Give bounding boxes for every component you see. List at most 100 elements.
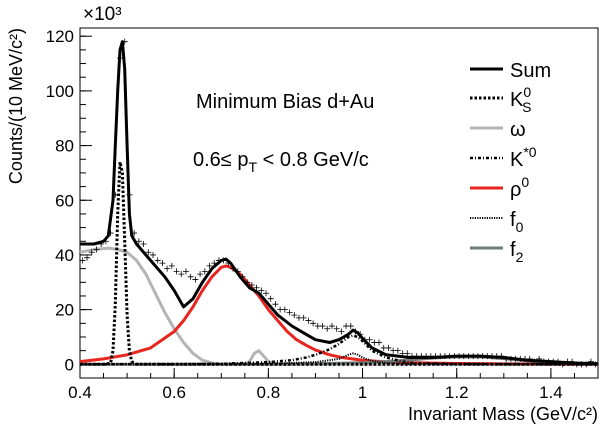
data-point <box>159 260 166 267</box>
legend-label-f2: f2 <box>510 239 524 265</box>
data-point <box>234 268 241 275</box>
data-point <box>498 353 505 360</box>
data-point <box>258 287 265 294</box>
data-point <box>140 241 147 248</box>
data-point <box>324 325 331 332</box>
data-point <box>201 268 208 275</box>
legend-label-rho0: ρ0 <box>510 174 529 201</box>
data-point <box>182 268 189 275</box>
data-point <box>84 254 91 261</box>
data-point <box>135 238 142 245</box>
series-rho0-line <box>79 264 599 366</box>
data-point <box>328 323 335 330</box>
data-point <box>168 262 175 269</box>
data-point <box>145 249 152 256</box>
y-axis: 0 20 40 60 80 100 120 <box>46 27 92 374</box>
y-multiplier: ×10³ <box>83 4 122 25</box>
y-tick-label: 100 <box>46 82 74 101</box>
legend-label-ks0: K0 S <box>510 84 531 115</box>
data-point <box>107 230 114 237</box>
y-tick-label: 40 <box>55 246 74 265</box>
data-point <box>121 38 128 45</box>
data-point <box>272 301 279 308</box>
data-point <box>149 251 156 258</box>
data-point <box>225 260 232 267</box>
y-tick-label: 80 <box>55 137 74 156</box>
data-point <box>394 347 401 354</box>
x-tick-label: 1.2 <box>445 383 469 402</box>
data-point <box>526 355 533 362</box>
data-point <box>230 265 237 272</box>
data-point <box>244 279 251 286</box>
x-tick-label: 1 <box>358 383 367 402</box>
data-point <box>338 328 345 335</box>
data-point <box>117 55 124 62</box>
data-point <box>347 323 354 330</box>
y-tick-label: 120 <box>46 27 74 46</box>
data-point <box>385 344 392 351</box>
y-tick-label: 0 <box>65 355 74 374</box>
data-points-layer <box>79 38 599 368</box>
data-point <box>592 361 599 368</box>
data-point <box>206 262 213 269</box>
x-tick-label: 1.4 <box>539 383 563 402</box>
x-tick-label: 0.4 <box>68 383 92 402</box>
data-point <box>310 320 317 327</box>
data-point <box>319 323 326 330</box>
legend-label-k-0: K*0 <box>510 144 537 171</box>
data-point <box>131 230 138 237</box>
data-point <box>267 295 274 302</box>
data-point <box>333 325 340 332</box>
data-point <box>112 191 119 198</box>
y-axis-label: Counts/(10 MeV/c²) <box>6 28 26 184</box>
series-ks0-line <box>80 160 598 366</box>
data-point <box>300 314 307 321</box>
series-f0-line <box>80 352 599 366</box>
data-point <box>192 276 199 283</box>
data-point <box>187 273 194 280</box>
data-point <box>248 282 255 289</box>
y-tick-label: 60 <box>55 191 74 210</box>
series-omega-line <box>79 246 598 366</box>
data-point <box>88 249 95 256</box>
data-point <box>173 268 180 275</box>
data-point <box>178 271 185 278</box>
chart-subtitle: 0.6≤ pT < 0.8 GeV/c <box>193 149 369 175</box>
legend-label-f0: f0 <box>510 209 524 235</box>
legend-label-sum: Sum <box>510 60 551 82</box>
data-point <box>98 241 105 248</box>
data-point <box>583 361 590 368</box>
data-point <box>305 317 312 324</box>
data-point <box>536 355 543 362</box>
data-point <box>404 350 411 357</box>
data-point <box>286 309 293 316</box>
data-point <box>211 260 218 267</box>
data-point <box>197 271 204 278</box>
data-point <box>587 358 594 365</box>
data-point <box>291 312 298 319</box>
chart-title: Minimum Bias d+Au <box>196 91 374 113</box>
data-point <box>569 358 576 365</box>
x-axis: 0.4 0.6 0.8 1 1.2 1.4 <box>68 368 599 402</box>
data-point <box>253 284 260 291</box>
data-point <box>126 191 133 198</box>
legend-label-omega: ω <box>510 119 526 141</box>
data-point <box>531 358 538 365</box>
data-point <box>154 257 161 264</box>
data-point <box>352 328 359 335</box>
series-k-0-line <box>80 334 599 366</box>
data-point <box>164 265 171 272</box>
data-point <box>366 336 373 343</box>
data-point <box>102 238 109 245</box>
data-point <box>554 358 561 365</box>
data-point <box>281 306 288 313</box>
data-point <box>79 257 86 264</box>
x-axis-label: Invariant Mass (GeV/c²) <box>408 404 598 424</box>
data-point <box>376 339 383 346</box>
x-tick-label: 0.8 <box>257 383 281 402</box>
data-point <box>559 361 566 368</box>
data-point <box>263 290 270 297</box>
